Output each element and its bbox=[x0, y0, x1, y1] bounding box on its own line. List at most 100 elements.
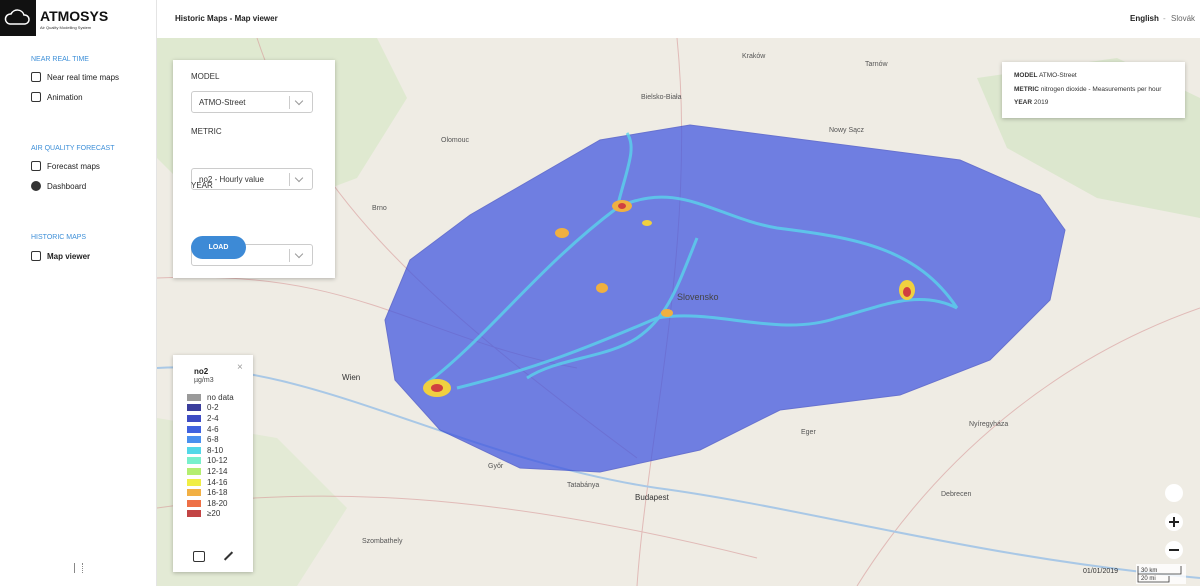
menu-label: Forecast maps bbox=[47, 161, 100, 171]
footer-icon bbox=[74, 563, 83, 573]
legend-label: 16-18 bbox=[207, 488, 228, 498]
legend-items: no data 0-2 2-4 4-6 6-8 8-10 10-12 12-14 14-16 16… bbox=[187, 392, 234, 519]
legend-item: 12-14 bbox=[187, 466, 234, 477]
legend-item: 4-6 bbox=[187, 424, 234, 435]
legend-label: 8-10 bbox=[207, 445, 224, 455]
logo-text: ATMOSYS bbox=[40, 8, 109, 24]
menu-item[interactable]: Forecast maps bbox=[31, 161, 100, 171]
legend-swatch bbox=[187, 467, 201, 475]
header: Historic Maps - Map viewer English - Slo… bbox=[157, 0, 1200, 38]
legend-swatch bbox=[187, 478, 201, 486]
legend-item: 2-4 bbox=[187, 413, 234, 424]
legend-item: 16-18 bbox=[187, 487, 234, 498]
legend-label: 18-20 bbox=[207, 498, 228, 508]
info-panel: MODEL ATMO-Street METRIC nitrogen dioxid… bbox=[1002, 62, 1185, 118]
logo-icon bbox=[0, 0, 36, 36]
info-label: METRIC bbox=[1014, 86, 1039, 93]
info-value: nitrogen dioxide - Measurements per hour bbox=[1040, 86, 1162, 93]
legend-label: 10-12 bbox=[207, 456, 228, 466]
legend-label: 6-8 bbox=[207, 435, 219, 445]
sidebar: ATMOSYS Air Quality Modelling System NEA… bbox=[0, 0, 157, 586]
legend-swatch bbox=[187, 499, 201, 507]
info-value: 2019 bbox=[1033, 99, 1049, 106]
pollution-overlay bbox=[384, 124, 1066, 473]
legend-close[interactable]: × bbox=[237, 362, 243, 373]
map-date: 01/01/2019 bbox=[1083, 568, 1118, 575]
info-value: ATMO-Street bbox=[1038, 72, 1077, 79]
measure-button[interactable] bbox=[1165, 484, 1183, 502]
legend-swatch bbox=[187, 436, 201, 444]
load-button[interactable]: LOAD bbox=[191, 236, 246, 259]
metric-select[interactable]: no2 - Hourly value bbox=[191, 168, 313, 190]
place-label: Nowy Sącz bbox=[829, 127, 865, 134]
menu-item[interactable]: Dashboard bbox=[31, 181, 86, 191]
logo-subtitle: Air Quality Modelling System bbox=[40, 25, 92, 30]
place-label: Slovensko bbox=[677, 292, 719, 302]
legend-swatch bbox=[187, 425, 201, 433]
menu-item[interactable]: Animation bbox=[31, 92, 83, 102]
hotspots bbox=[423, 200, 915, 397]
scale-km: 30 km bbox=[1141, 568, 1157, 574]
info-label: YEAR bbox=[1014, 99, 1033, 106]
scale-mi: 20 mi bbox=[1141, 576, 1156, 582]
place-label: Győr bbox=[488, 463, 504, 470]
legend-unit: µg/m3 bbox=[194, 377, 214, 384]
legend-swatch bbox=[187, 414, 201, 422]
legend-label: 4-6 bbox=[207, 424, 219, 434]
legend-item: 8-10 bbox=[187, 445, 234, 456]
legend-item: 6-8 bbox=[187, 434, 234, 445]
legend-swatch bbox=[187, 393, 201, 401]
language[interactable]: Slovák bbox=[1171, 14, 1196, 23]
language[interactable]: English bbox=[1130, 14, 1159, 23]
legend-label: 0-2 bbox=[207, 403, 219, 413]
section-title: AIR QUALITY FORECAST bbox=[31, 145, 115, 152]
river bbox=[157, 366, 1200, 579]
brush-button[interactable] bbox=[223, 551, 234, 561]
legend-label: 14-16 bbox=[207, 477, 228, 487]
place-label: Olomouc bbox=[441, 137, 470, 144]
place-label: Eger bbox=[801, 429, 816, 436]
legend-item: 14-16 bbox=[187, 477, 234, 488]
place-label: Tatabánya bbox=[567, 482, 599, 489]
legend-label: ≥20 bbox=[207, 509, 221, 519]
place-label: Wien bbox=[342, 373, 360, 382]
section-title: HISTORIC MAPS bbox=[31, 234, 87, 241]
separator: - bbox=[1163, 14, 1166, 23]
legend-item: 0-2 bbox=[187, 403, 234, 414]
form-panel: MODEL ATMO-Street METRIC no2 - Hourly va… bbox=[173, 60, 335, 278]
model-select[interactable]: ATMO-Street bbox=[191, 91, 313, 113]
legend-panel: no2 µg/m3 × no data 0-2 2-4 4-6 6-8 8-10 10-12… bbox=[173, 355, 253, 572]
page-title: Historic Maps - Map viewer bbox=[175, 14, 278, 23]
menu-label: Near real time maps bbox=[47, 72, 120, 82]
form-label: METRIC bbox=[191, 127, 222, 136]
form-label: YEAR bbox=[191, 181, 213, 190]
menu-item[interactable]: Near real time maps bbox=[31, 72, 119, 82]
place-label: Nyíregyháza bbox=[969, 421, 1008, 428]
legend-swatch bbox=[187, 510, 201, 518]
legend-label: 2-4 bbox=[207, 413, 219, 423]
edit-button[interactable] bbox=[193, 551, 205, 562]
road-pollution bbox=[426, 132, 959, 390]
legend-item: ≥20 bbox=[187, 509, 234, 520]
menu-item[interactable]: Map viewer bbox=[31, 251, 90, 261]
legend-swatch bbox=[187, 404, 201, 412]
place-label: Bielsko-Biała bbox=[641, 94, 682, 101]
legend-title: no2 bbox=[194, 367, 209, 376]
place-label: Brno bbox=[372, 205, 387, 212]
legend-label: no data bbox=[207, 392, 234, 402]
place-label: Kraków bbox=[742, 53, 766, 60]
info-label: MODEL bbox=[1014, 72, 1038, 79]
legend-label: 12-14 bbox=[207, 466, 228, 476]
legend-swatch bbox=[187, 489, 201, 497]
legend-swatch bbox=[187, 446, 201, 454]
scale-bar bbox=[1137, 566, 1182, 583]
legend-item: no data bbox=[187, 392, 234, 403]
legend-item: 10-12 bbox=[187, 456, 234, 467]
place-label: Szombathely bbox=[362, 538, 403, 545]
legend-item: 18-20 bbox=[187, 498, 234, 509]
legend-swatch bbox=[187, 457, 201, 465]
place-label: Budapest bbox=[635, 493, 670, 502]
place-label: Debrecen bbox=[941, 491, 971, 498]
menu-label: Animation bbox=[47, 92, 83, 102]
